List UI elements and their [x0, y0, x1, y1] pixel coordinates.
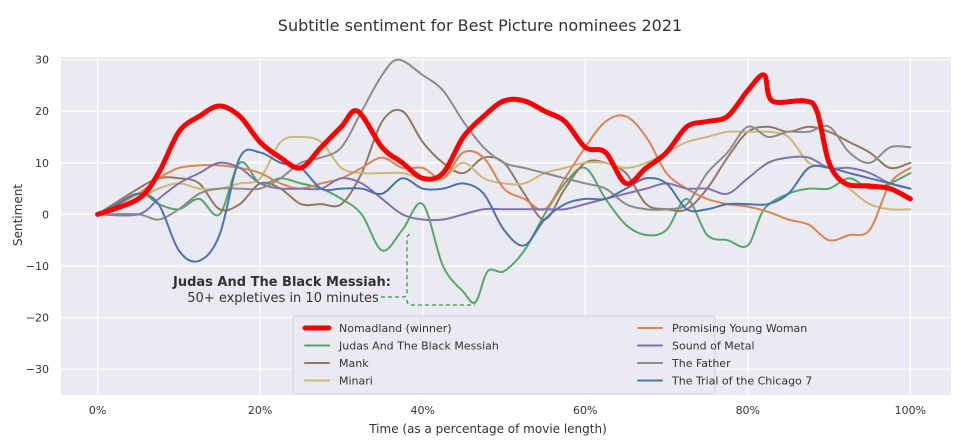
annotation-bracket — [381, 233, 475, 306]
series-line-minari — [96, 130, 912, 216]
legend-entry: Judas And The Black Messiah — [338, 340, 499, 353]
y-tick-label: 20 — [35, 105, 49, 118]
x-tick-label: 100% — [895, 404, 926, 417]
legend: Nomadland (winner) Judas And The Black Me… — [292, 315, 812, 395]
series-line-sound-of-metal — [96, 155, 912, 222]
tick-labels: 0% 20% 40% 60% 80% 100% 30 20 10 0 −10 −20 −30 — [26, 54, 926, 417]
series-line-nomadland-winner — [95, 72, 913, 217]
y-tick-label: 10 — [35, 157, 49, 170]
legend-entry: The Trial of the Chicago 7 — [671, 375, 812, 388]
series-lines — [95, 58, 913, 304]
annotation-text: 50+ expletives in 10 minutes — [187, 291, 379, 306]
y-axis-label: Sentiment — [11, 184, 25, 246]
x-tick-label: 20% — [248, 404, 272, 417]
y-tick-label: −10 — [26, 260, 49, 273]
legend-entry: The Father — [671, 357, 731, 370]
series-line-the-trial-of-the-chicago-7 — [96, 148, 912, 263]
series-line-the-father — [96, 58, 912, 221]
x-tick-label: 40% — [410, 404, 434, 417]
legend-entry: Mank — [339, 357, 369, 370]
y-tick-label: 30 — [35, 54, 49, 67]
series-line-promising-young-woman — [96, 114, 912, 242]
legend-entry: Sound of Metal — [672, 340, 755, 353]
annotation-title: Judas And The Black Messiah: — [172, 275, 391, 290]
series-line-mank — [96, 108, 912, 221]
chart-title: Subtitle sentiment for Best Picture nomi… — [278, 16, 682, 35]
x-tick-label: 0% — [89, 404, 106, 417]
y-tick-label: 0 — [42, 208, 49, 221]
legend-entry: Minari — [339, 375, 373, 388]
x-tick-label: 80% — [736, 404, 760, 417]
x-tick-label: 60% — [573, 404, 597, 417]
y-tick-label: −30 — [26, 363, 49, 376]
legend-entry: Nomadland (winner) — [339, 322, 452, 335]
legend-entry: Promising Young Woman — [672, 322, 807, 335]
annotation: Judas And The Black Messiah: 50+ expleti… — [172, 233, 475, 306]
y-tick-label: −20 — [26, 312, 49, 325]
legend-box — [292, 315, 716, 395]
x-axis-label: Time (as a percentage of movie length) — [368, 422, 607, 436]
